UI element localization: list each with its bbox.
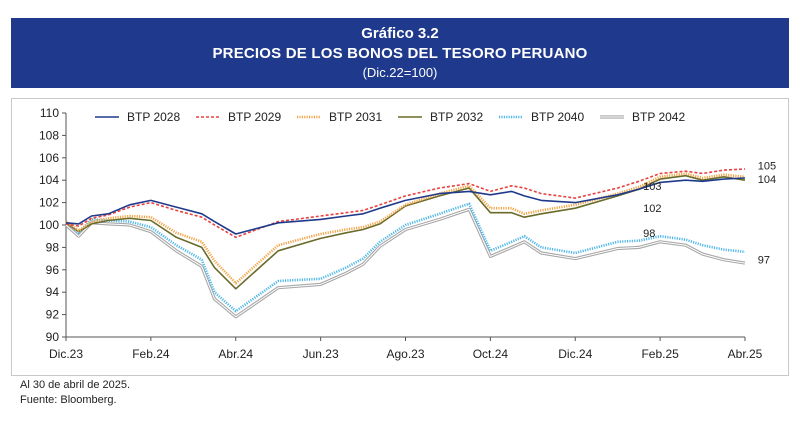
y-tick-label: 102 [39, 196, 59, 210]
x-tick-label: Abr.24 [218, 347, 253, 361]
chart-header: Gráfico 3.2 PRECIOS DE LOS BONOS DEL TES… [11, 18, 789, 88]
chart-title: PRECIOS DE LOS BONOS DEL TESORO PERUANO [212, 45, 588, 62]
x-tick-label: Jun.23 [303, 347, 339, 361]
x-tick-label: Ago.23 [386, 347, 424, 361]
value-annotation: 98 [643, 228, 655, 240]
x-tick-label: Oct.24 [473, 347, 509, 361]
y-tick-label: 92 [46, 308, 60, 322]
bond-price-chart: 90 92 94 96 98 100 102 104 106 108 110 Dic.23 Feb.24… [39, 106, 776, 361]
y-tick-label: 96 [46, 263, 60, 277]
value-annotation: 105 [758, 161, 776, 173]
x-tick-label: Abr.25 [728, 347, 763, 361]
y-tick-label: 104 [39, 173, 59, 187]
y-tick-label: 106 [39, 151, 59, 165]
legend-label-btp-2029: BTP 2029 [228, 110, 281, 124]
date-note: Al 30 de abril de 2025. [20, 379, 131, 391]
value-annotation: 103 [643, 181, 661, 193]
value-annotation: 97 [758, 255, 770, 267]
value-annotation: 104 [758, 174, 776, 186]
series-line-btp-2040 [65, 202, 746, 313]
legend-label-btp-2032: BTP 2032 [430, 110, 483, 124]
chart-frame [11, 98, 789, 376]
y-tick-label: 94 [46, 285, 60, 299]
x-tick-label: Dic.24 [558, 347, 592, 361]
legend-label-btp-2031: BTP 2031 [329, 110, 382, 124]
series-line-btp-2029 [65, 168, 746, 239]
x-tick-label: Feb.25 [641, 347, 679, 361]
x-tick-label: Dic.23 [49, 347, 83, 361]
chart-subtitle: (Dic.22=100) [362, 65, 438, 80]
x-tick-label: Feb.24 [132, 347, 170, 361]
y-tick-label: 98 [46, 240, 60, 254]
series-line-inner-btp-2042 [65, 208, 746, 318]
y-tick-label: 108 [39, 128, 59, 142]
legend-label-btp-2042: BTP 2042 [632, 110, 685, 124]
chart-number: Gráfico 3.2 [361, 25, 439, 42]
value-annotation: 102 [643, 203, 661, 215]
series-line-btp-2031 [65, 172, 746, 285]
series-line-btp-2028 [65, 177, 746, 235]
source-note: Fuente: Bloomberg. [20, 394, 117, 406]
y-tick-label: 100 [39, 218, 59, 232]
legend-label-btp-2040: BTP 2040 [531, 110, 584, 124]
y-tick-label: 110 [40, 106, 59, 120]
legend-label-btp-2028: BTP 2028 [127, 110, 180, 124]
y-tick-label: 90 [46, 330, 60, 344]
